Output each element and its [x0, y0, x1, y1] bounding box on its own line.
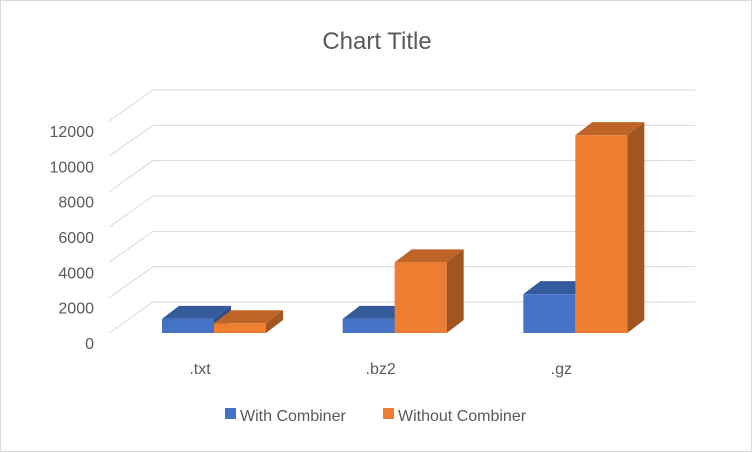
- x-tick-label: .gz: [551, 361, 572, 378]
- gridline-depth: [108, 230, 154, 263]
- y-tick-label: 2000: [58, 301, 94, 318]
- gridline-depth: [108, 124, 154, 157]
- y-axis-ticks: 0 2000 4000 6000 8000 10000 12000: [50, 124, 95, 353]
- legend-item: Without Combiner: [383, 408, 527, 425]
- gridline-depth: [108, 195, 154, 228]
- y-tick-label: 0: [85, 336, 94, 353]
- bar-bz2-without-combiner: [394, 249, 464, 333]
- bar-txt-without-combiner: [214, 310, 283, 333]
- y-tick-label: 8000: [58, 195, 94, 212]
- gridline-depth: [108, 266, 154, 299]
- gridline-depth: [108, 301, 154, 334]
- chart-title: Chart Title: [322, 28, 431, 55]
- legend-item: With Combiner: [225, 408, 346, 425]
- x-tick-label: .txt: [189, 361, 211, 378]
- y-tick-label: 4000: [58, 265, 94, 282]
- y-tick-label: 6000: [58, 230, 94, 247]
- legend: With Combiner Without Combiner: [225, 408, 527, 425]
- gridline-depth: [108, 160, 154, 193]
- legend-swatch: [225, 408, 236, 419]
- legend-label: With Combiner: [240, 408, 346, 425]
- legend-label: Without Combiner: [398, 408, 527, 425]
- y-tick-label: 12000: [50, 124, 95, 141]
- x-axis-ticks: .txt .bz2 .gz: [189, 361, 572, 378]
- legend-swatch: [383, 408, 394, 419]
- gridline-depth: [108, 89, 154, 122]
- x-tick-label: .bz2: [366, 361, 396, 378]
- y-tick-label: 10000: [50, 159, 95, 176]
- bars: [162, 122, 645, 333]
- bar-gz-without-combiner: [575, 122, 645, 333]
